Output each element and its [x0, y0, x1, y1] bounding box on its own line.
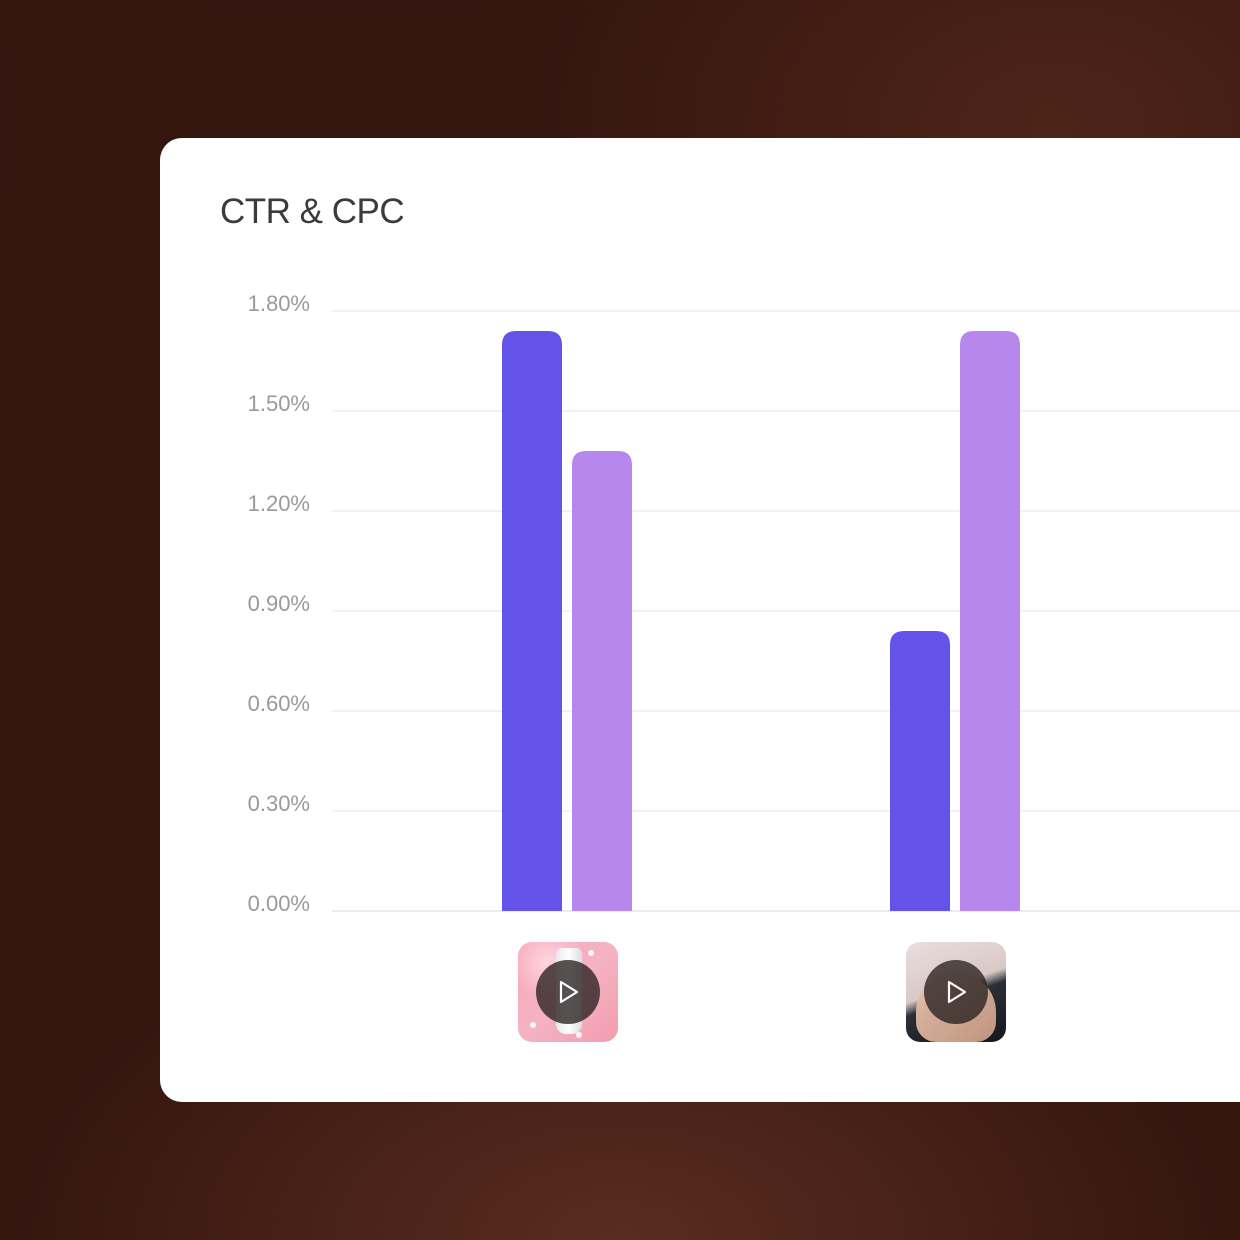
- play-icon[interactable]: [536, 960, 600, 1024]
- decor-dot: [530, 1022, 536, 1028]
- chart-card: CTR & CPC 0.00% 0.30% 0.60% 0.90% 1.20% 1.50%…: [160, 138, 1240, 1102]
- video-thumbnail-1[interactable]: [518, 942, 618, 1042]
- gridlines: [332, 310, 1240, 912]
- play-icon[interactable]: [924, 960, 988, 1024]
- y-tick-label: 0.30%: [248, 791, 310, 816]
- bar-series-2-category-2: [960, 331, 1020, 911]
- y-tick-label: 0.90%: [248, 591, 310, 616]
- y-tick-label: 1.80%: [248, 291, 310, 316]
- bars: [502, 331, 1020, 911]
- y-tick-label: 0.00%: [248, 891, 310, 916]
- decor-dot: [576, 1032, 582, 1038]
- bar-series-1-category-2: [890, 631, 950, 911]
- y-axis-ticks: 0.00% 0.30% 0.60% 0.90% 1.20% 1.50% 1.80%: [248, 291, 310, 916]
- bar-series-2-category-1: [572, 451, 632, 911]
- chart-title: CTR & CPC: [220, 192, 405, 231]
- video-thumbnail-2[interactable]: [906, 942, 1006, 1042]
- bar-series-1-category-1: [502, 331, 562, 911]
- decor-dot: [588, 950, 594, 956]
- y-tick-label: 1.50%: [248, 391, 310, 416]
- bar-chart: 0.00% 0.30% 0.60% 0.90% 1.20% 1.50% 1.80%: [248, 291, 1240, 916]
- y-tick-label: 1.20%: [248, 491, 310, 516]
- y-tick-label: 0.60%: [248, 691, 310, 716]
